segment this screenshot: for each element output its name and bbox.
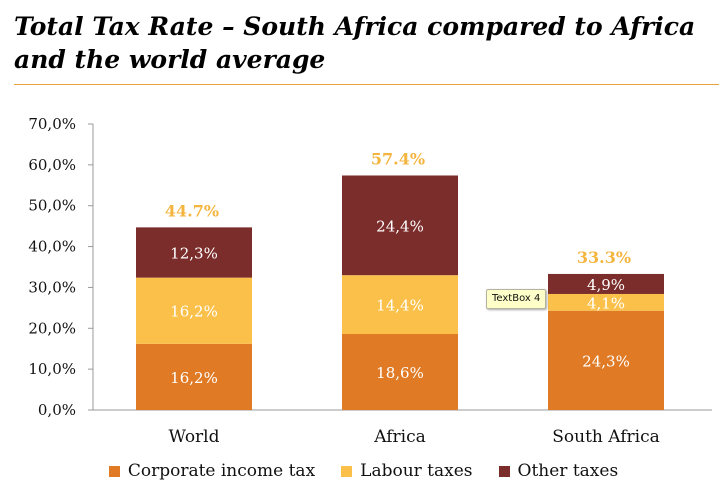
bar-total-label: 57.4%: [371, 149, 425, 168]
bar-segment-other: [342, 175, 458, 276]
stacked-bar-chart: 0,0% 10,0% 20,0% 30,0% 40,0% 50,0% 60,0% 70,0% 1…: [28, 115, 712, 447]
bar-segment-label: 4,9%: [587, 276, 625, 294]
bar-segment-label: 18,6%: [376, 364, 424, 382]
x-category-label: Africa: [373, 427, 426, 447]
legend-swatch: [341, 465, 353, 477]
chart-title: Total Tax Rate – South Africa compared t…: [14, 12, 696, 74]
y-tick-label: 10,0%: [28, 360, 76, 378]
x-category-label: South Africa: [552, 427, 660, 447]
x-category-label: World: [169, 427, 220, 447]
bar-segment-label: 16,2%: [170, 369, 218, 387]
y-tick-label: 40,0%: [28, 238, 76, 256]
bar-segment-other: [548, 273, 664, 294]
y-tick-label: 30,0%: [28, 278, 76, 296]
bar-total-label: 44.7%: [165, 201, 219, 220]
bar-total-label: 33.3%: [577, 248, 631, 267]
bar-segment-corporate: [548, 310, 664, 410]
y-tick-label: 50,0%: [28, 197, 76, 215]
y-tick-label: 60,0%: [28, 156, 76, 174]
bar-segment-labour: [136, 277, 252, 344]
bar-segment-label: 12,3%: [170, 244, 218, 262]
bar-segment-label: 14,4%: [376, 297, 424, 315]
legend-label: Labour taxes: [360, 461, 473, 481]
bar-segment-corporate: [136, 343, 252, 410]
legend-item-labour: Labour taxes: [341, 461, 473, 481]
y-tick-label: 70,0%: [28, 115, 76, 133]
y-tick-label: 20,0%: [28, 319, 76, 337]
legend-swatch: [498, 465, 510, 477]
legend-item-other: Other taxes: [498, 461, 619, 481]
textbox-tooltip: TextBox 4: [486, 289, 547, 309]
bar-segment-label: 16,2%: [170, 303, 218, 321]
title-divider: [14, 84, 719, 85]
chart-legend: Corporate income tax Labour taxes Other ta…: [0, 458, 727, 484]
y-tick-label: 0,0%: [38, 401, 76, 419]
bar-segment-label: 4,1%: [587, 294, 625, 312]
bar-segment-other: [136, 227, 252, 278]
legend-label: Corporate income tax: [127, 461, 316, 481]
bar-segment-label: 24,3%: [582, 352, 630, 370]
legend-label: Other taxes: [517, 461, 619, 481]
bar-segment-label: 24,4%: [376, 217, 424, 235]
bar-segment-labour: [548, 293, 664, 311]
legend-item-corporate: Corporate income tax: [108, 461, 316, 481]
bar-segment-corporate: [342, 334, 458, 410]
bar-segment-labour: [342, 275, 458, 335]
legend-swatch: [108, 465, 120, 477]
